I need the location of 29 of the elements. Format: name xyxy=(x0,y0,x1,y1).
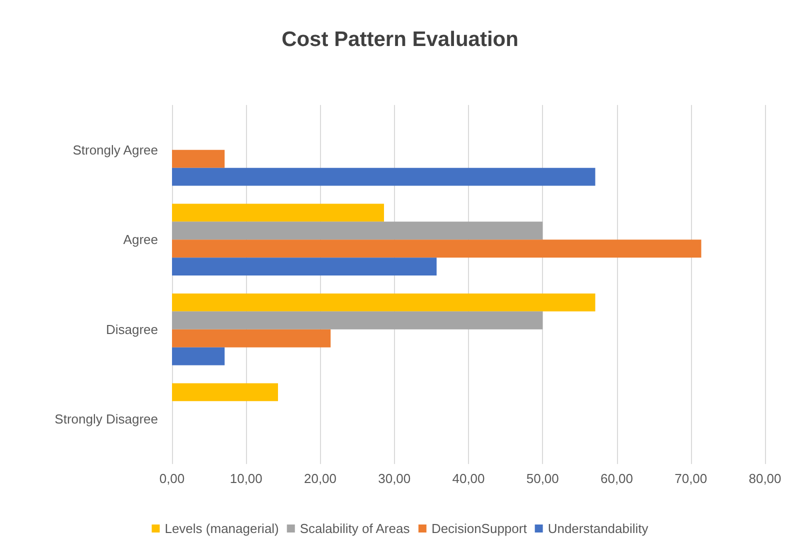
y-tick-label: Disagree xyxy=(106,322,158,337)
x-tick-label: 10,00 xyxy=(230,471,262,486)
legend-label: Understandability xyxy=(548,521,649,536)
bar xyxy=(172,258,437,276)
y-tick-label: Agree xyxy=(123,232,158,248)
bar xyxy=(172,204,384,222)
legend-label: Scalability of Areas xyxy=(300,521,410,536)
chart-title: Cost Pattern Evaluation xyxy=(282,28,518,51)
x-tick-label: 0,00 xyxy=(159,471,185,486)
y-tick-label: Strongly Disagree xyxy=(54,412,158,427)
x-tick-label: 50,00 xyxy=(526,471,559,486)
bar xyxy=(172,311,543,330)
bar xyxy=(172,329,331,348)
legend-label: Levels (managerial) xyxy=(164,521,279,536)
y-tick-label: Strongly Agree xyxy=(72,142,158,158)
bar xyxy=(172,240,702,258)
bar xyxy=(172,383,278,402)
bar xyxy=(172,293,596,312)
legend-label: DecisionSupport xyxy=(431,521,528,536)
bar xyxy=(172,168,596,186)
x-tick-label: 20,00 xyxy=(304,471,337,486)
bar xyxy=(172,150,225,168)
bar xyxy=(172,222,543,240)
x-tick-label: 70,00 xyxy=(674,471,708,486)
bar xyxy=(172,347,225,366)
x-tick-label: 40,00 xyxy=(452,471,485,486)
x-tick-label: 30,00 xyxy=(378,471,411,486)
x-tick-label: 60,00 xyxy=(600,471,634,486)
x-tick-label: 80,00 xyxy=(748,471,782,486)
